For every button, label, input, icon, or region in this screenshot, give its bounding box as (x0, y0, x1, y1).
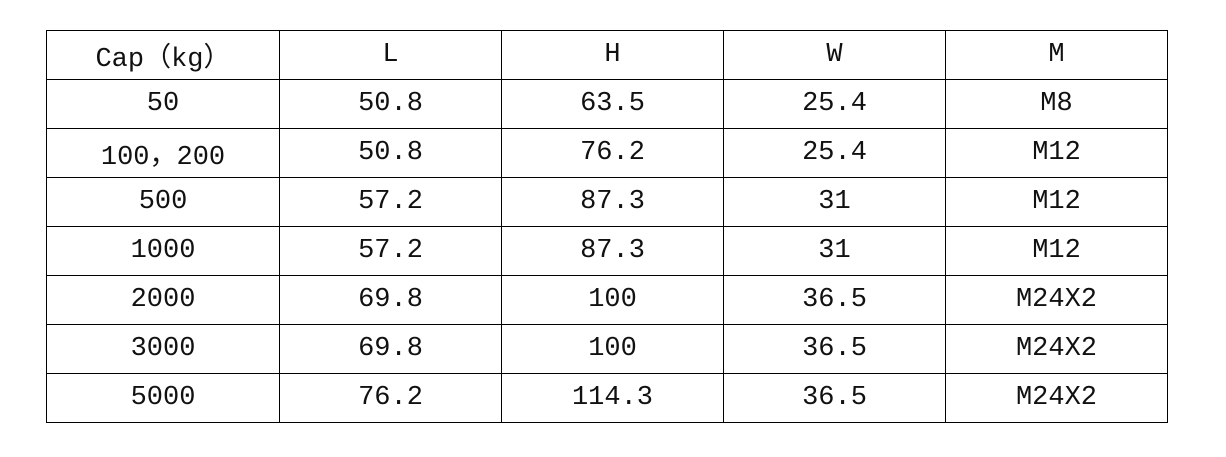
cell: 87.3 (501, 177, 724, 227)
data-row: 500 57.2 87.3 31 M12 (46, 177, 1168, 227)
header-row: Cap（kg） L H W M (46, 30, 1168, 80)
cell: 76.2 (501, 128, 724, 178)
cell: 50.8 (279, 128, 502, 178)
cell: 25.4 (723, 79, 946, 129)
cell: 36.5 (723, 373, 946, 423)
cell: 500 (46, 177, 280, 227)
data-row: 100，200 50.8 76.2 25.4 M12 (46, 128, 1168, 178)
cell: 36.5 (723, 275, 946, 325)
cell: 69.8 (279, 324, 502, 374)
table-body: Cap（kg） L H W M 50 50.8 63.5 25.4 M8 100，200 50.8 76… (46, 30, 1168, 423)
header-cell: H (501, 30, 724, 80)
cell: 3000 (46, 324, 280, 374)
header-cell: M (945, 30, 1168, 80)
cell: M12 (945, 128, 1168, 178)
cell: M12 (945, 226, 1168, 276)
cell: 36.5 (723, 324, 946, 374)
cell: 57.2 (279, 177, 502, 227)
cell: 63.5 (501, 79, 724, 129)
cell: 69.8 (279, 275, 502, 325)
cell: 50 (46, 79, 280, 129)
header-cell: L (279, 30, 502, 80)
cell: 76.2 (279, 373, 502, 423)
spec-table: Cap（kg） L H W M 50 50.8 63.5 25.4 M8 100，200 50.8 76… (46, 30, 1168, 423)
cell: M8 (945, 79, 1168, 129)
cell: 57.2 (279, 226, 502, 276)
cell: M24X2 (945, 373, 1168, 423)
data-row: 3000 69.8 100 36.5 M24X2 (46, 324, 1168, 374)
cell: 100 (501, 324, 724, 374)
cell: M24X2 (945, 324, 1168, 374)
data-row: 50 50.8 63.5 25.4 M8 (46, 79, 1168, 129)
cell: 5000 (46, 373, 280, 423)
cell: 25.4 (723, 128, 946, 178)
data-row: 1000 57.2 87.3 31 M12 (46, 226, 1168, 276)
cell: M12 (945, 177, 1168, 227)
cell: 114.3 (501, 373, 724, 423)
cell: 100，200 (46, 128, 280, 178)
cell: 31 (723, 177, 946, 227)
cell: 50.8 (279, 79, 502, 129)
cell: 2000 (46, 275, 280, 325)
cell: 100 (501, 275, 724, 325)
cell: 31 (723, 226, 946, 276)
header-cell: W (723, 30, 946, 80)
cell: M24X2 (945, 275, 1168, 325)
cell: 87.3 (501, 226, 724, 276)
data-row: 5000 76.2 114.3 36.5 M24X2 (46, 373, 1168, 423)
data-row: 2000 69.8 100 36.5 M24X2 (46, 275, 1168, 325)
cell: 1000 (46, 226, 280, 276)
header-cell: Cap（kg） (46, 30, 280, 80)
